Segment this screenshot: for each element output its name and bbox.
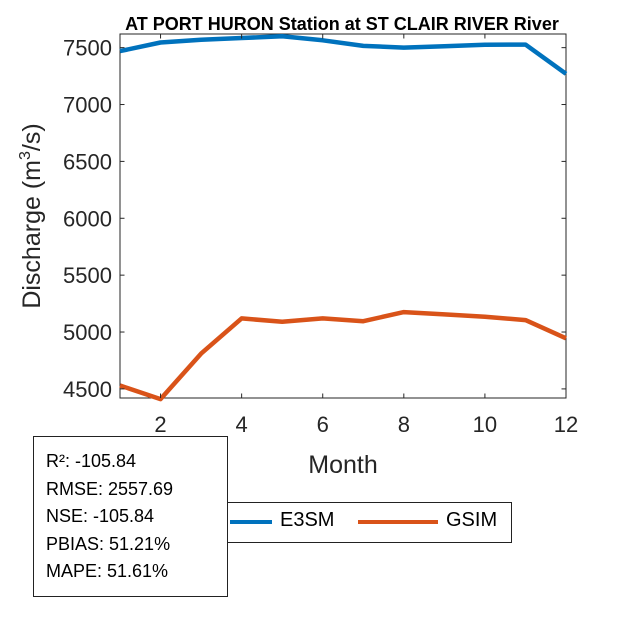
x-tick-label: 2	[154, 412, 166, 437]
stat-mape: MAPE: 51.61%	[46, 561, 169, 581]
y-axis-label-main: Discharge (m	[18, 160, 46, 309]
series-line-gsim	[119, 309, 567, 402]
y-axis-ticks: 4500 5000 5500 6000 6500 7000 7500	[63, 36, 566, 402]
series-line-e3sm	[119, 34, 568, 76]
x-axis-ticks: 2 4 6 8 10 12	[154, 34, 578, 437]
y-axis-label-tail: /s)	[18, 123, 46, 151]
y-tick-label: 6000	[63, 206, 112, 231]
axes-frame	[119, 33, 567, 399]
y-tick-label: 7500	[63, 36, 112, 61]
x-tick-label: 8	[398, 412, 410, 437]
y-axis-label: Discharge (m3/s)	[17, 123, 46, 308]
y-tick-label: 5000	[63, 320, 112, 345]
x-tick-label: 10	[473, 412, 497, 437]
y-tick-label: 4500	[63, 377, 112, 402]
stat-pbias: PBIAS: 51.21%	[46, 533, 171, 554]
legend-swatch-gsim	[358, 520, 438, 524]
y-axis-label-superscript: 3	[17, 151, 34, 160]
stats-box: R²: -105.84 RMSE: 2557.69 NSE: -105.84 P…	[33, 436, 228, 597]
legend-label-e3sm: E3SM	[280, 509, 335, 531]
legend-swatch-e3sm	[230, 520, 272, 524]
stat-nse: NSE: -105.84	[46, 506, 155, 526]
x-axis-label: Month	[308, 451, 377, 479]
stat-r-squared: R²: -105.84	[46, 451, 137, 471]
legend-label-gsim: GSIM	[446, 509, 498, 531]
x-tick-label: 12	[554, 412, 578, 437]
x-tick-label: 4	[236, 412, 248, 437]
series-layer	[119, 34, 568, 402]
y-tick-label: 5500	[63, 263, 112, 288]
y-tick-label: 7000	[63, 93, 112, 118]
stat-rmse: RMSE: 2557.69	[46, 478, 174, 499]
y-tick-label: 6500	[63, 149, 112, 174]
x-tick-label: 6	[317, 412, 329, 437]
legend: E3SM GSIM	[228, 502, 512, 543]
plot-area	[119, 33, 567, 399]
chart-title: AT PORT HURON Station at ST CLAIR RIVER …	[125, 14, 559, 34]
